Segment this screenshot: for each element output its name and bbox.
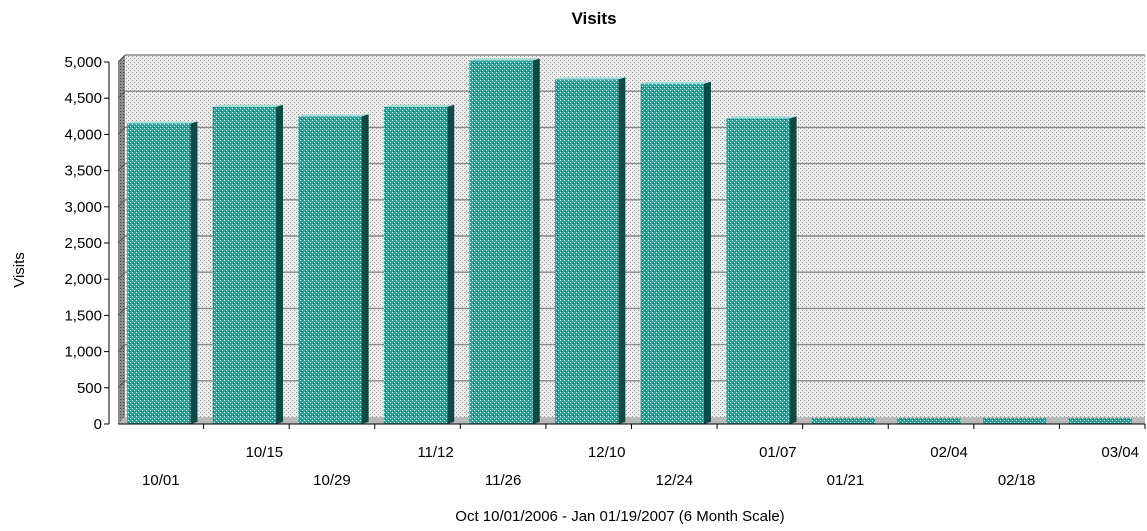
bar (383, 104, 455, 425)
x-tick-label: 02/04 (930, 444, 968, 461)
bar-side (618, 77, 626, 424)
bar (726, 116, 797, 425)
y-tick-label: 2,500 (64, 235, 102, 252)
x-tick-label: 11/26 (485, 472, 521, 489)
x-axis-label: Oct 10/01/2006 - Jan 01/19/2007 (6 Month… (455, 508, 784, 525)
bar-body (298, 116, 362, 425)
gridline-side (117, 199, 126, 208)
gridline-side (117, 54, 126, 63)
gridline-side (117, 344, 126, 352)
x-tick-label: 01/07 (759, 444, 797, 461)
gridlines (117, 54, 1145, 389)
x-tick-label: 11/12 (417, 444, 453, 461)
bar-side (190, 121, 198, 424)
gridline-side (117, 271, 126, 280)
bar-side (276, 104, 284, 425)
bar-body (127, 123, 191, 424)
x-tick-label: 10/29 (313, 472, 351, 489)
bar-top (469, 58, 540, 61)
bar-side (703, 81, 711, 425)
bar-side (532, 58, 540, 425)
y-axis-label: Visits (11, 252, 28, 288)
bar-body (1068, 418, 1132, 424)
gridline-side (117, 127, 126, 135)
bar (897, 418, 961, 424)
y-tick-label: 4,000 (64, 126, 102, 143)
gridline-side (117, 90, 126, 99)
x-tick-label: 10/15 (246, 444, 284, 461)
y-tick-label: 0 (94, 416, 102, 433)
x-tick-label: 10/01 (142, 472, 180, 489)
y-axis-ticks: 0 500 1,000 1,500 2,000 2,500 3,000 3,500 4,000 4… (64, 54, 110, 433)
bar-body (383, 106, 448, 424)
gridline-side (117, 308, 126, 316)
plot-floor (118, 417, 1145, 424)
y-tick-label: 3,500 (64, 163, 102, 180)
chart-title: Visits (571, 9, 616, 28)
x-tick-label: 12/24 (656, 472, 694, 489)
y-tick-label: 2,000 (64, 271, 102, 288)
x-tick-label: 03/04 (1101, 444, 1139, 461)
y-tick-label: 500 (77, 380, 102, 397)
y-tick-label: 1,000 (64, 344, 102, 361)
bar (298, 114, 369, 425)
bar-body (469, 60, 533, 424)
bar-top (298, 114, 369, 117)
y-tick-label: 4,500 (64, 90, 102, 107)
bar (1068, 418, 1132, 424)
bar-body (726, 118, 790, 425)
bar-body (640, 83, 704, 424)
gridline-side (117, 380, 126, 389)
bar-side (361, 114, 369, 424)
bar (982, 418, 1047, 424)
y-tick-label: 1,500 (64, 307, 102, 324)
bars (127, 58, 1132, 425)
bar (555, 77, 626, 424)
bar-body (212, 106, 277, 424)
bar-body (982, 418, 1047, 424)
y-tick-label: 3,000 (64, 199, 102, 216)
bar-top (127, 121, 198, 124)
bar (212, 104, 284, 425)
x-tick-label: 02/18 (998, 472, 1036, 489)
x-tick-label: 01/21 (827, 472, 865, 489)
bar (127, 121, 198, 424)
bar-body (811, 418, 876, 424)
bar-side (789, 116, 797, 424)
bar-body (555, 79, 619, 424)
bar-top (640, 81, 711, 84)
bar-top (555, 77, 626, 80)
bar-top (212, 104, 284, 107)
gridline-side (117, 235, 126, 244)
x-tick-label: 12/10 (588, 444, 626, 461)
y-tick-label: 5,000 (64, 54, 102, 71)
bar (811, 418, 876, 424)
bar-body (897, 418, 961, 424)
bar (640, 81, 711, 425)
bar-top (383, 104, 455, 107)
x-axis-ticks: 10/01 10/15 10/29 11/12 11/26 12/10 12/24 01/07… (118, 423, 1146, 489)
bar-top (726, 116, 797, 119)
bar (469, 58, 540, 425)
bar-side (447, 104, 455, 425)
gridline-side (117, 163, 126, 171)
